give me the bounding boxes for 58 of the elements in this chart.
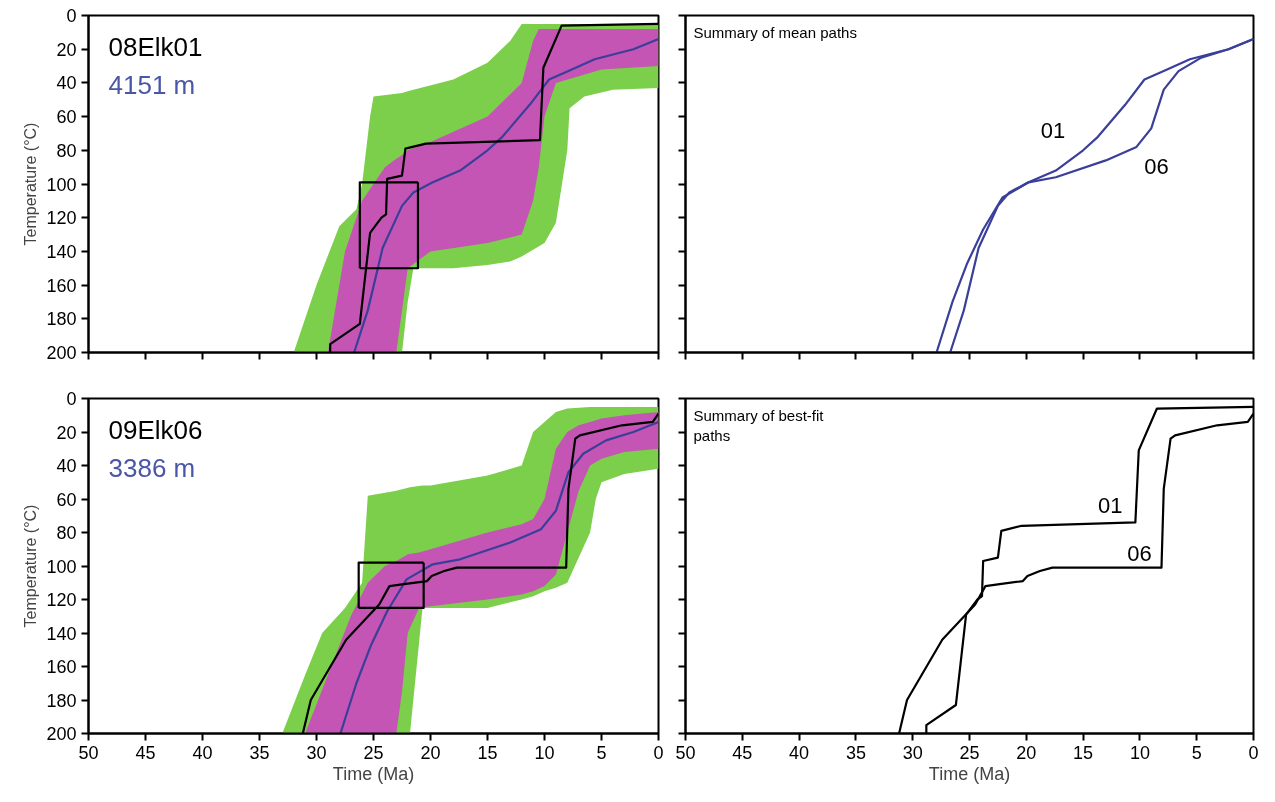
x-tick-label: 15 xyxy=(477,742,498,763)
y-tick-label: 200 xyxy=(46,343,77,363)
x-tick-label: 25 xyxy=(363,742,384,763)
y-tick-label: 160 xyxy=(46,275,77,296)
annotation: 09Elk06 xyxy=(108,414,203,445)
x-tick-label: 5 xyxy=(596,742,607,763)
y-tick-label: 60 xyxy=(56,489,77,510)
y-tick-label: 180 xyxy=(46,690,77,711)
y-tick-label: 0 xyxy=(66,389,77,409)
x-tick-label: 0 xyxy=(1248,742,1259,763)
y-tick-label: 20 xyxy=(56,39,77,60)
annotation: 08Elk01 xyxy=(108,31,203,62)
x-axis-title: Time (Ma) xyxy=(928,763,1011,784)
text: Summary of best-fit paths xyxy=(693,406,825,444)
y-tick-label: 120 xyxy=(46,208,77,229)
x-axis-title: Time (Ma) xyxy=(332,763,415,784)
x-tick-label: 30 xyxy=(306,742,327,763)
series-label: 01 xyxy=(1098,492,1123,518)
y-axis-title: Temperature (°C) xyxy=(22,504,40,628)
x-tick-label: 35 xyxy=(249,742,270,763)
x-tick-label: 5 xyxy=(1191,742,1202,763)
x-tick-label: 20 xyxy=(1016,742,1037,763)
y-tick-label: 140 xyxy=(46,623,77,644)
x-tick-label: 35 xyxy=(845,742,866,763)
x-tick-label: 0 xyxy=(653,742,664,763)
y-tick-label: 180 xyxy=(46,309,77,330)
x-tick-label: 25 xyxy=(959,742,980,763)
x-tick-label: 45 xyxy=(732,742,753,763)
x-tick-label: 50 xyxy=(78,742,99,763)
y-axis-title: Temperature (°C) xyxy=(22,122,40,246)
y-tick-label: 80 xyxy=(56,140,77,161)
y-tick-label: 160 xyxy=(46,657,77,677)
x-tick-label: 50 xyxy=(675,742,696,763)
x-tick-label: 10 xyxy=(534,742,555,763)
x-tick-label: 40 xyxy=(789,742,810,763)
annotation: 4151 m xyxy=(108,69,196,100)
text: Summary of mean paths xyxy=(693,23,857,41)
y-tick-label: 140 xyxy=(46,241,77,262)
series-label: 06 xyxy=(1127,541,1152,567)
x-tick-label: 15 xyxy=(1073,742,1094,763)
series-label: 01 xyxy=(1040,117,1066,143)
x-tick-label: 20 xyxy=(420,742,441,763)
y-tick-label: 20 xyxy=(56,422,77,443)
y-tick-label: 60 xyxy=(56,107,77,128)
y-tick-label: 100 xyxy=(46,556,77,577)
x-tick-label: 40 xyxy=(192,742,213,763)
y-tick-label: 0 xyxy=(66,6,77,26)
y-tick-label: 40 xyxy=(56,456,77,476)
y-tick-label: 100 xyxy=(46,174,77,195)
annotation: 3386 m xyxy=(108,452,196,483)
y-tick-label: 200 xyxy=(46,724,77,744)
x-tick-label: 10 xyxy=(1129,742,1150,763)
y-tick-label: 80 xyxy=(56,523,77,543)
y-tick-label: 120 xyxy=(46,590,77,610)
x-tick-label: 45 xyxy=(135,742,156,763)
x-tick-label: 30 xyxy=(902,742,923,763)
y-tick-label: 40 xyxy=(56,73,77,94)
series-label: 06 xyxy=(1144,154,1169,180)
